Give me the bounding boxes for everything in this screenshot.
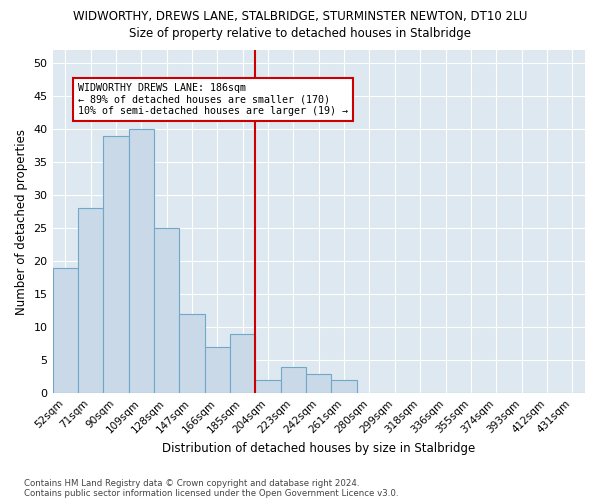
Text: Contains HM Land Registry data © Crown copyright and database right 2024.: Contains HM Land Registry data © Crown c… [24,478,359,488]
Y-axis label: Number of detached properties: Number of detached properties [15,128,28,314]
Bar [256,380,281,394]
Text: WIDWORTHY DREWS LANE: 186sqm
← 89% of detached houses are smaller (170)
10% of s: WIDWORTHY DREWS LANE: 186sqm ← 89% of de… [78,83,348,116]
Bar [103,136,128,394]
Text: Size of property relative to detached houses in Stalbridge: Size of property relative to detached ho… [129,28,471,40]
Text: WIDWORTHY, DREWS LANE, STALBRIDGE, STURMINSTER NEWTON, DT10 2LU: WIDWORTHY, DREWS LANE, STALBRIDGE, STURM… [73,10,527,23]
Bar [78,208,103,394]
Bar [53,268,78,394]
X-axis label: Distribution of detached houses by size in Stalbridge: Distribution of detached houses by size … [162,442,475,455]
Bar [281,367,306,394]
Bar [205,347,230,394]
Bar [230,334,256,394]
Bar [306,374,331,394]
Bar [179,314,205,394]
Bar [128,129,154,394]
Bar [154,228,179,394]
Bar [331,380,357,394]
Text: Contains public sector information licensed under the Open Government Licence v3: Contains public sector information licen… [24,488,398,498]
